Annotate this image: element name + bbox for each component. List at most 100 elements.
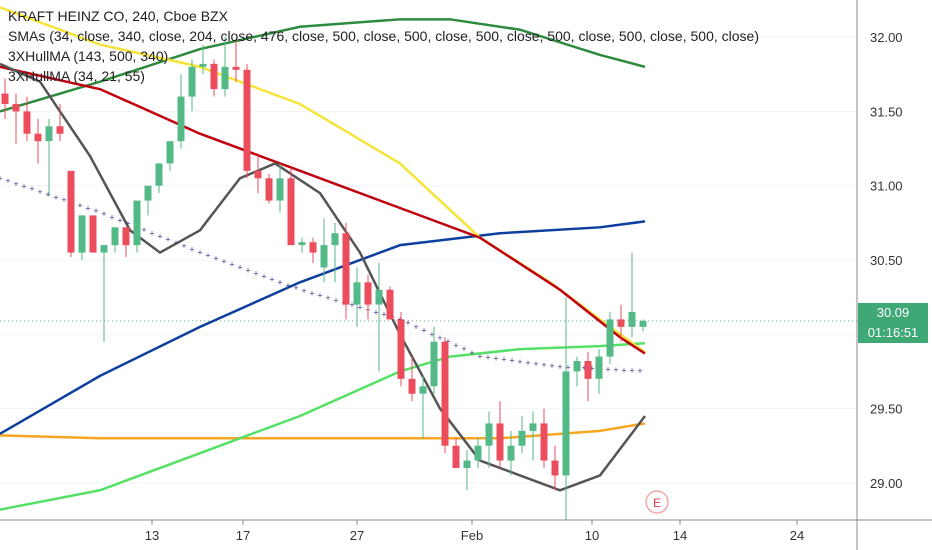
candle[interactable] [606,312,614,364]
hull-ma-dot: + [77,201,82,211]
hull-ma-dot: + [357,303,362,313]
candle[interactable] [397,312,405,387]
candle[interactable] [430,326,438,394]
candle[interactable] [254,153,262,194]
candle[interactable] [474,438,482,468]
candle[interactable] [595,349,603,394]
candle[interactable] [342,222,350,320]
candle-body [342,233,350,305]
hull-ma-dot: + [229,259,234,269]
candle[interactable] [122,227,130,258]
hull-ma-dot: + [0,173,3,183]
candle[interactable] [551,445,559,491]
candle-body [419,386,427,394]
candle[interactable] [287,167,295,246]
candle-body [276,178,284,201]
candle[interactable] [639,319,647,332]
candle[interactable] [408,356,416,402]
hull-ma-dot: + [429,329,434,339]
candle[interactable] [320,218,328,283]
sma-500-orange-line [0,422,646,440]
candle[interactable] [199,44,207,75]
sma-dark-green-line [0,18,646,113]
candle[interactable] [34,118,42,164]
candle-body [265,178,273,201]
candle-body [474,445,482,461]
candle[interactable] [111,227,119,253]
hull-ma-dot: + [333,295,338,305]
candle[interactable] [221,37,229,97]
candle[interactable] [12,93,20,145]
candle[interactable] [452,438,460,468]
hull-ma-dot: + [325,293,330,303]
candle[interactable] [210,59,218,97]
symbol-title[interactable]: KRAFT HEINZ CO, 240, Cboe BZX [8,8,228,24]
hull-ma-dot: + [213,254,218,264]
candle-body [606,319,614,357]
candle[interactable] [265,173,273,204]
candle[interactable] [144,185,152,216]
candle[interactable] [364,274,372,320]
hull-ma-dot: + [245,265,250,275]
candle[interactable] [562,297,570,520]
candle[interactable] [100,245,108,342]
candle[interactable] [243,63,251,179]
price-tick-label: 29.50 [870,402,903,417]
candle[interactable] [518,416,526,454]
candle[interactable] [386,286,394,320]
candle[interactable] [188,59,196,112]
candle[interactable] [155,163,163,194]
hull-ma-dot: + [45,190,50,200]
candle[interactable] [584,352,592,402]
hull-ma-dot: + [189,244,194,254]
candle[interactable] [331,222,339,283]
candle-body [617,319,625,327]
candle[interactable] [419,375,427,439]
candle-body [177,96,185,142]
candle[interactable] [441,337,449,454]
earnings-event-label: E [653,496,661,510]
time-axis[interactable]: 13 17 27 Feb 10 14 24 [145,520,804,543]
candle[interactable] [353,267,361,327]
candle[interactable] [529,411,537,461]
candle[interactable] [1,78,9,119]
earnings-event-marker[interactable]: E [645,490,669,514]
candle[interactable] [89,215,97,253]
candle[interactable] [375,262,383,372]
candle[interactable] [78,215,86,260]
candle-body [639,320,647,327]
candle[interactable] [463,450,471,491]
candle-body [507,445,515,461]
candle[interactable] [628,252,636,338]
candle[interactable] [617,304,625,342]
candle[interactable] [166,141,174,171]
candle[interactable] [232,40,240,82]
candle[interactable] [485,411,493,468]
hull-ma-dot: + [549,361,554,371]
hull-ma-dot: + [37,187,42,197]
hull-ma-indicator-label-2[interactable]: 3XHullMA (34, 21, 55) [8,68,145,84]
candle[interactable] [133,200,141,253]
candle[interactable] [496,401,504,468]
candle[interactable] [45,118,53,197]
candle-body [463,460,471,468]
candle[interactable] [309,237,317,263]
candle[interactable] [23,96,31,142]
candle[interactable] [67,170,75,258]
candle[interactable] [540,408,548,468]
hull-ma-dot: + [453,340,458,350]
sma-indicator-label[interactable]: SMAs (34, close, 340, close, 204, close,… [8,28,759,44]
hull-ma-indicator-label-1[interactable]: 3XHullMA (143, 500, 340) [8,48,169,64]
candle[interactable] [276,163,284,213]
candle[interactable] [56,104,64,142]
candle[interactable] [177,74,185,149]
candle-body [540,423,548,461]
candle[interactable] [573,356,581,387]
candle[interactable] [507,430,515,476]
candle[interactable] [298,237,306,253]
hull-ma-dot: + [477,352,482,362]
hull-ma-dot: + [437,333,442,343]
hull-ma-dot: + [621,365,626,375]
